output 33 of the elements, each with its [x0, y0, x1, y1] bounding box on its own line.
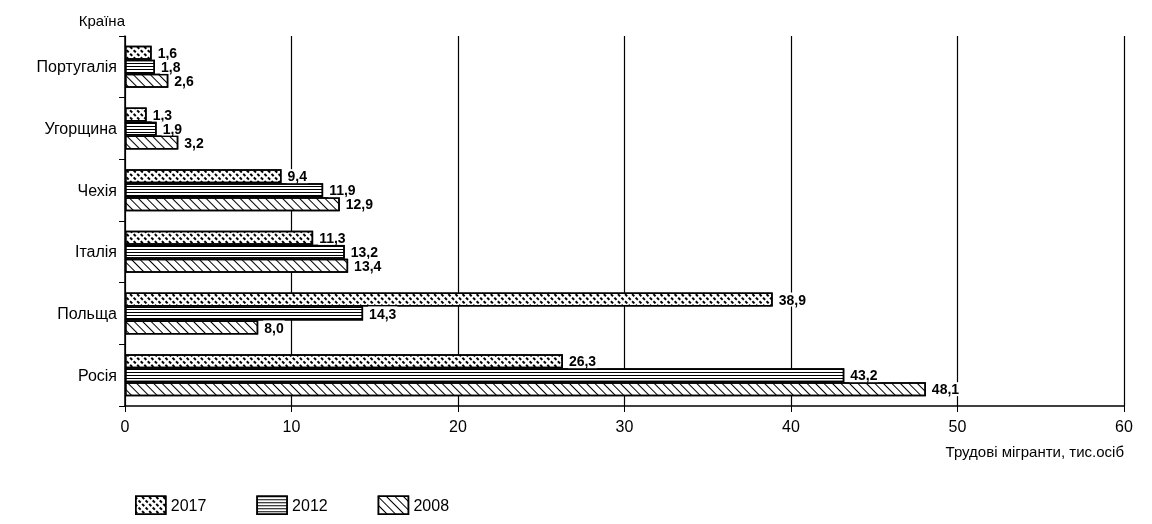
y-tick-label: Чехія	[77, 181, 117, 199]
legend-label: 2017	[170, 496, 207, 514]
data-label: 2,6	[174, 72, 194, 89]
y-tick-label: Польща	[57, 305, 118, 322]
x-tick-label: 50	[948, 417, 967, 435]
data-label: 38,9	[778, 291, 807, 308]
data-label: 8,0	[264, 319, 284, 336]
x-tick-label: 0	[120, 417, 130, 435]
y-tick-label: Португалія	[36, 58, 117, 76]
data-label: 26,3	[568, 353, 597, 370]
data-label: 9,4	[287, 168, 308, 185]
y-tick-label: Італія	[74, 243, 117, 261]
data-label: 11,3	[319, 229, 346, 246]
x-tick-label: 10	[282, 417, 301, 435]
y-tick-label: Росія	[77, 366, 117, 384]
data-label: 3,2	[184, 134, 204, 151]
data-label: 11,9	[329, 182, 356, 199]
x-axis-title: Трудові мігранти, тис.осіб	[945, 443, 1124, 460]
data-label: 1,3	[152, 106, 173, 123]
x-tick-label: 40	[782, 417, 800, 435]
x-tick-label: 60	[1115, 417, 1133, 435]
data-label: 12,9	[345, 196, 374, 213]
data-label: 1,6	[157, 44, 178, 61]
y-axis-title: Країна	[78, 12, 126, 29]
data-label: 43,2	[850, 367, 878, 384]
x-tick-label: 20	[449, 417, 467, 435]
data-label: 48,1	[931, 381, 960, 398]
legend-label: 2008	[413, 496, 450, 514]
data-label: 13,2	[350, 243, 379, 260]
x-tick-label: 30	[615, 417, 634, 435]
legend-label: 2012	[292, 496, 328, 514]
data-label: 14,3	[369, 305, 397, 322]
y-tick-label: Угорщина	[44, 120, 118, 137]
